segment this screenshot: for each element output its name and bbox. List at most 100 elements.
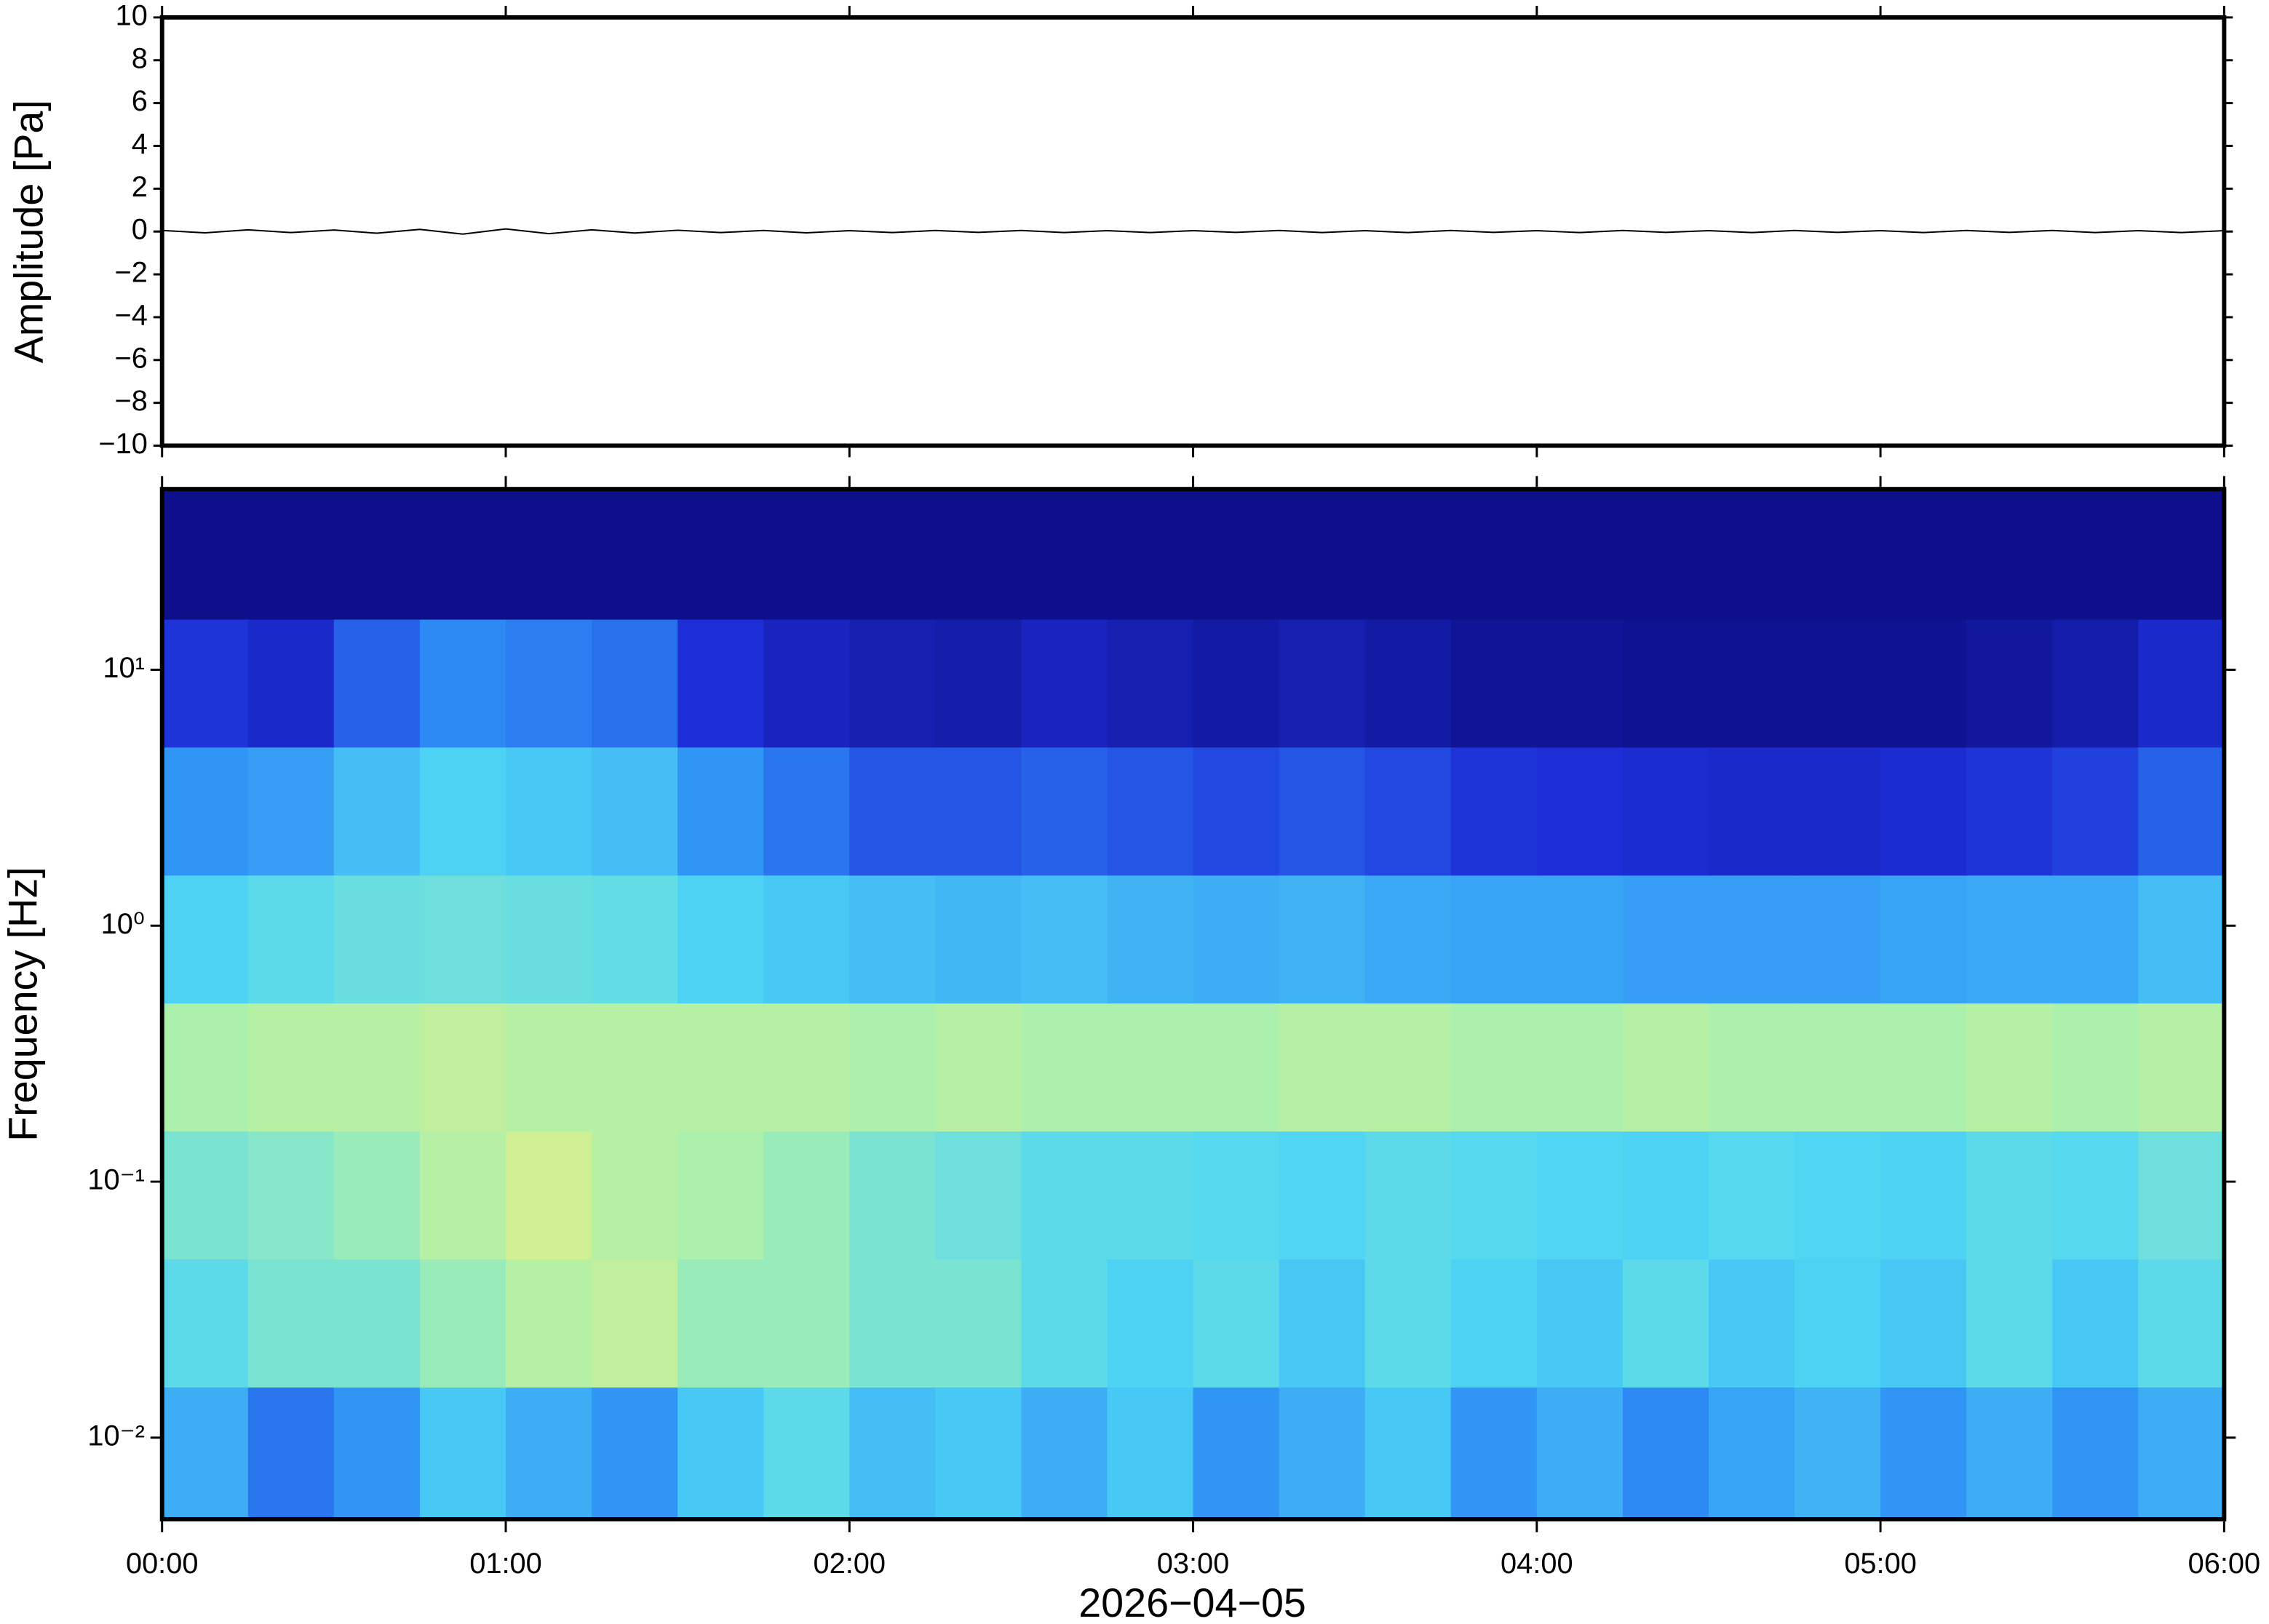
spectrogram-cell — [1021, 1131, 1108, 1259]
plot-frame — [159, 15, 2227, 448]
spectrogram-cell — [1536, 1258, 1624, 1388]
spectrogram-cell — [1450, 1386, 1538, 1520]
spectrogram-cell — [677, 747, 765, 876]
spectrogram-cell — [247, 1003, 335, 1132]
spectrogram-cell — [592, 1386, 679, 1520]
spectrogram-cell — [333, 875, 421, 1004]
spectrogram-cell — [2138, 1258, 2225, 1388]
spectrogram-cell — [419, 1258, 506, 1388]
y-tick-label: −2 — [114, 257, 147, 289]
spectrogram-cell — [1966, 875, 2054, 1004]
y-axis-label: Frequency [Hz] — [0, 867, 45, 1141]
y-tick-label: −4 — [114, 299, 147, 331]
spectrogram-cell — [849, 1131, 937, 1259]
spectrogram-cell — [1279, 1003, 1366, 1132]
spectrogram-cell — [1021, 489, 1108, 620]
spectrogram-cell — [849, 1386, 937, 1520]
spectrogram-cell — [935, 1131, 1022, 1259]
x-axis-label: 2026−04−05 — [1078, 1580, 1306, 1624]
spectrogram-cell — [1536, 489, 1624, 620]
spectrogram-cell — [1107, 1386, 1194, 1520]
y-tick-label: −8 — [114, 385, 147, 417]
spectrogram-cell — [2052, 1386, 2139, 1520]
y-tick-label: 6 — [132, 85, 148, 117]
y-tick-label: 4 — [132, 128, 148, 160]
spectrogram-cell — [763, 489, 851, 620]
spectrogram-cell — [1279, 1131, 1366, 1259]
spectrogram-cell — [1966, 489, 2054, 620]
x-tick-label: 03:00 — [1157, 1548, 1230, 1580]
spectrogram-cell — [1279, 1386, 1366, 1520]
spectrogram-cell — [592, 489, 679, 620]
spectrogram-cell — [419, 1386, 506, 1520]
spectrogram-cell — [247, 747, 335, 876]
spectrogram-cell — [1880, 1131, 1968, 1259]
spectrogram-cell — [1880, 618, 1968, 748]
spectrogram-cell — [763, 747, 851, 876]
spectrogram-cell — [505, 1003, 593, 1132]
spectrogram-cell — [2138, 747, 2225, 876]
spectrogram-cell — [1279, 618, 1366, 748]
spectrogram-cell — [763, 1386, 851, 1520]
spectrogram-cell — [247, 489, 335, 620]
spectrogram-cell — [592, 875, 679, 1004]
spectrogram-cell — [1364, 1003, 1452, 1132]
spectrogram-cell — [162, 1386, 249, 1520]
spectrogram-cell — [592, 1003, 679, 1132]
y-tick-label: 8 — [132, 42, 148, 74]
spectrogram-cell — [1450, 1003, 1538, 1132]
spectrogram-cell — [419, 747, 506, 876]
spectrogram-cell — [1708, 1003, 1796, 1132]
spectrogram-cell — [1966, 1386, 2054, 1520]
x-tick-label: 02:00 — [814, 1548, 886, 1580]
spectrogram-cell — [247, 1131, 335, 1259]
spectrogram-cell — [1107, 875, 1194, 1004]
spectrogram-cell — [592, 747, 679, 876]
spectrogram-cell — [162, 1258, 249, 1388]
spectrogram-cell — [677, 489, 765, 620]
spectrogram-cell — [419, 1131, 506, 1259]
spectrogram-cell — [247, 875, 335, 1004]
spectrogram-cell — [677, 1003, 765, 1132]
spectrogram-cell — [849, 489, 937, 620]
spectrogram-cell — [2052, 489, 2139, 620]
spectrogram-cell — [333, 1003, 421, 1132]
spectrogram-cell — [1021, 747, 1108, 876]
spectrogram-cell — [1021, 1003, 1108, 1132]
spectrogram-cell — [1536, 618, 1624, 748]
spectrogram-cell — [505, 1386, 593, 1520]
spectrogram-cell — [849, 747, 937, 876]
spectrogram-cell — [763, 1003, 851, 1132]
spectrogram-cell — [935, 1258, 1022, 1388]
spectrogram-cell — [677, 875, 765, 1004]
spectrogram-cell — [1193, 489, 1280, 620]
x-tick-label: 06:00 — [2188, 1548, 2261, 1580]
spectrogram-cell — [419, 1003, 506, 1132]
spectrogram-cell — [849, 1003, 937, 1132]
spectrogram-cell — [1966, 1003, 2054, 1132]
spectrogram-cell — [1279, 875, 1366, 1004]
spectrogram-cell — [505, 875, 593, 1004]
y-tick-label: 10¹ — [103, 652, 144, 684]
spectrogram-cell — [677, 1386, 765, 1520]
spectrogram-cell — [419, 489, 506, 620]
y-tick-label: −10 — [98, 428, 147, 460]
spectrogram-cell — [1880, 1003, 1968, 1132]
y-tick-label: 10⁻¹ — [87, 1164, 144, 1196]
spectrogram-cell — [849, 618, 937, 748]
spectrogram-cell — [1880, 875, 1968, 1004]
spectrogram-cell — [1880, 1386, 1968, 1520]
plot-frame — [159, 487, 2227, 1521]
waveform — [162, 228, 2225, 235]
spectrogram-cell — [1795, 747, 1882, 876]
spectrogram-cell — [1450, 875, 1538, 1004]
spectrogram-cell — [935, 1003, 1022, 1132]
spectrogram-cell — [1279, 1258, 1366, 1388]
spectrogram-cell — [505, 1131, 593, 1259]
spectrogram-cell — [505, 489, 593, 620]
spectrogram-cell — [1795, 1003, 1882, 1132]
spectrogram-cell — [1193, 1258, 1280, 1388]
spectrogram-cell — [849, 1258, 937, 1388]
spectrogram-cell — [1364, 747, 1452, 876]
